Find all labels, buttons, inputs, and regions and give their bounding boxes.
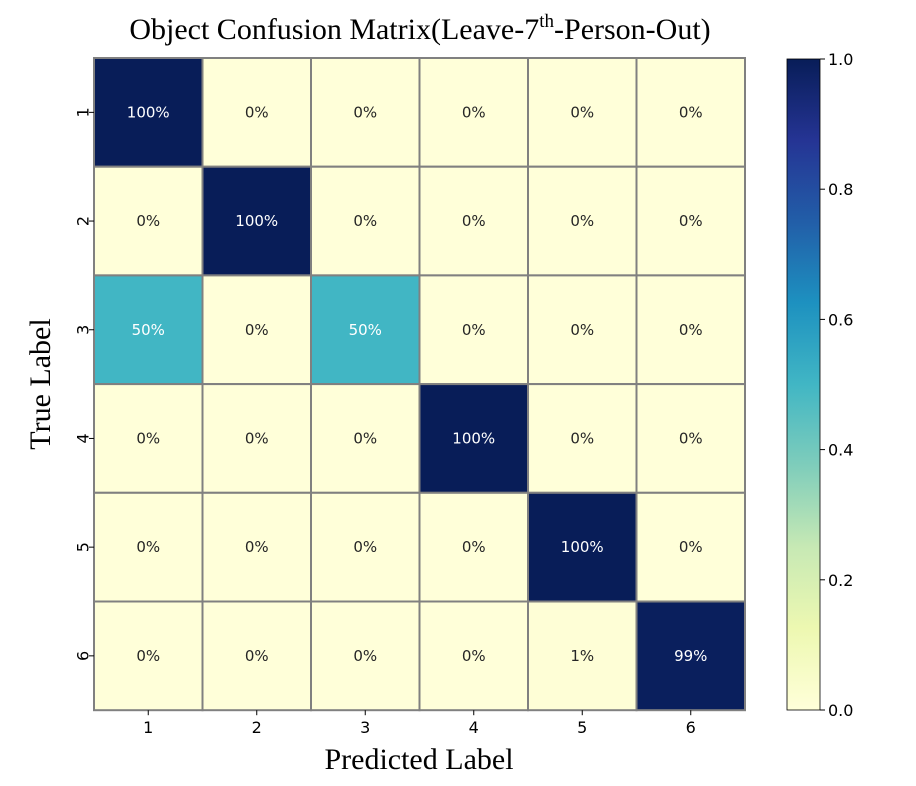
heatmap-cells [93, 57, 746, 712]
y-axis-label: True Label [24, 318, 57, 449]
heatmap-cell-r4-c1 [93, 383, 204, 494]
heatmap-cell-r2-c2 [201, 165, 312, 277]
y-tick-label-4: 4 [74, 433, 93, 443]
heatmap-cell-r6-c1 [93, 600, 204, 712]
heatmap-cell-r3-c5 [527, 274, 638, 386]
cell-label-r4-c5: 0% [570, 429, 594, 447]
chart-title-suffix: -Person-Out) [554, 13, 711, 46]
colorbar-tick-label-0: 0.0 [828, 701, 853, 720]
chart-title-superscript: th [539, 11, 554, 32]
heatmap-cell-r4-c2 [201, 383, 312, 494]
x-tick-label-5: 5 [577, 718, 587, 737]
y-tick-label-3: 3 [74, 325, 93, 335]
cell-label-r5-c1: 0% [136, 538, 160, 556]
colorbar-tick-label-5: 1.0 [828, 50, 853, 69]
cell-label-r1-c4: 0% [462, 103, 486, 121]
heatmap-cell-r1-c3 [310, 57, 421, 168]
chart-title: Object Confusion Matrix(Leave-7th-Person… [129, 11, 710, 46]
cell-label-r2-c3: 0% [353, 212, 377, 230]
cell-label-r3-c5: 0% [570, 321, 594, 339]
y-tick-label-5: 5 [74, 542, 93, 552]
x-tick-label-4: 4 [469, 718, 479, 737]
x-axis-label: Predicted Label [324, 743, 513, 776]
heatmap-cell-r5-c3 [310, 491, 421, 603]
cell-label-r2-c1: 0% [136, 212, 160, 230]
cell-label-r1-c5: 0% [570, 103, 594, 121]
heatmap-cell-r3-c6 [635, 274, 746, 386]
cell-label-r3-c1: 50% [132, 321, 165, 339]
cell-label-r3-c6: 0% [679, 321, 703, 339]
colorbar: 0.0 0.2 0.4 0.6 0.8 1.0 [786, 50, 853, 720]
heatmap-cell-r3-c4 [418, 274, 529, 386]
cell-label-r3-c2: 0% [245, 321, 269, 339]
cell-label-r5-c5: 100% [561, 538, 604, 556]
cell-label-r5-c2: 0% [245, 538, 269, 556]
colorbar-tick-label-1: 0.2 [828, 571, 853, 590]
x-tick-label-2: 2 [252, 718, 262, 737]
y-tick-label-1: 1 [74, 107, 93, 117]
heatmap-cell-r2-c6 [635, 165, 746, 277]
cell-label-r6-c2: 0% [245, 647, 269, 665]
cell-label-r6-c1: 0% [136, 647, 160, 665]
heatmap-cell-labels: 100% 0% 0% 0% 0% 0% 0% 100% 0% 0% 0% 0% 50% 0% 50% 0% 0%… [127, 103, 708, 665]
cell-label-r6-c3: 0% [353, 647, 377, 665]
cell-label-r4-c3: 0% [353, 429, 377, 447]
cell-label-r5-c3: 0% [353, 538, 377, 556]
heatmap-cell-r4-c4 [418, 383, 529, 494]
x-tick-label-6: 6 [686, 718, 696, 737]
cell-label-r1-c6: 0% [679, 103, 703, 121]
cell-label-r3-c3: 50% [349, 321, 382, 339]
heatmap-cell-r6-c6 [635, 600, 746, 712]
heatmap-cell-r4-c5 [527, 383, 638, 494]
y-tick-label-6: 6 [74, 651, 93, 661]
heatmap-cell-r5-c6 [635, 491, 746, 603]
cell-label-r2-c2: 100% [235, 212, 278, 230]
cell-label-r6-c4: 0% [462, 647, 486, 665]
cell-label-r4-c6: 0% [679, 429, 703, 447]
cell-label-r4-c2: 0% [245, 429, 269, 447]
heatmap-cell-r1-c1 [93, 57, 204, 168]
colorbar-tick-label-4: 0.8 [828, 180, 853, 199]
cell-label-r4-c1: 0% [136, 429, 160, 447]
chart-title-prefix: Object Confusion Matrix(Leave-7 [129, 13, 539, 46]
heatmap-cell-r5-c1 [93, 491, 204, 603]
cell-label-r5-c6: 0% [679, 538, 703, 556]
colorbar-gradient [786, 58, 821, 711]
x-tick-label-3: 3 [360, 718, 370, 737]
heatmap-cell-r5-c4 [418, 491, 529, 603]
colorbar-tick-label-3: 0.6 [828, 310, 853, 329]
x-tick-label-1: 1 [143, 718, 153, 737]
cell-label-r1-c1: 100% [127, 103, 170, 121]
cell-label-r1-c3: 0% [353, 103, 377, 121]
cell-label-r4-c4: 100% [452, 429, 495, 447]
x-axis-ticks: 1 2 3 4 5 6 [143, 710, 696, 737]
cell-label-r2-c6: 0% [679, 212, 703, 230]
cell-label-r6-c6: 99% [674, 647, 707, 665]
cell-label-r3-c4: 0% [462, 321, 486, 339]
heatmap-cell-r4-c6 [635, 383, 746, 494]
heatmap-cell-r2-c4 [418, 165, 529, 277]
y-tick-label-2: 2 [74, 216, 93, 226]
cell-label-r1-c2: 0% [245, 103, 269, 121]
colorbar-tick-label-2: 0.4 [828, 441, 853, 460]
heatmap-cell-r3-c2 [201, 274, 312, 386]
heatmap-cell-r5-c5 [527, 491, 638, 603]
cell-label-r5-c4: 0% [462, 538, 486, 556]
cell-label-r2-c4: 0% [462, 212, 486, 230]
heatmap-cell-r4-c3 [310, 383, 421, 494]
cell-label-r6-c5: 1% [570, 647, 594, 665]
y-axis-ticks: 1 2 3 4 5 6 [74, 107, 94, 661]
heatmap-cell-r1-c6 [635, 57, 746, 168]
cell-label-r2-c5: 0% [570, 212, 594, 230]
heatmap-cell-r1-c2 [201, 57, 312, 168]
